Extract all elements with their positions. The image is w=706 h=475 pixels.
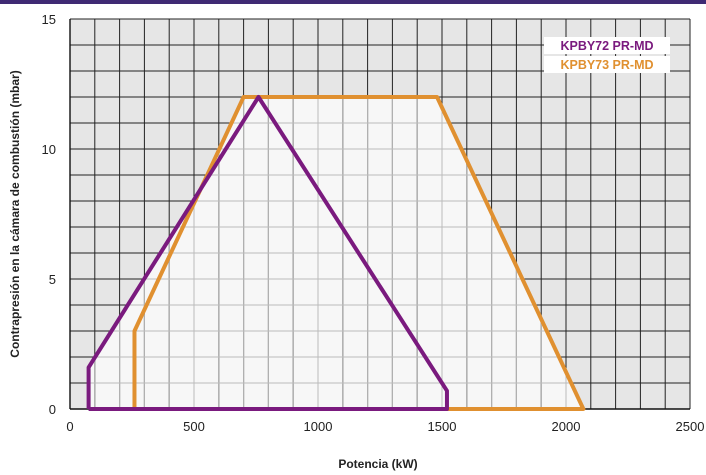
legend: KPBY72 PR-MD KPBY73 PR-MD xyxy=(544,37,670,73)
y-axis-title: Contrapresión en la cámara de combustión… xyxy=(8,70,22,357)
x-tick-label: 2500 xyxy=(676,419,705,434)
x-tick-label: 500 xyxy=(183,419,205,434)
legend-box-2 xyxy=(544,56,670,73)
y-axis-ticks: 0 5 10 15 xyxy=(42,12,56,417)
x-tick-label: 1500 xyxy=(428,419,457,434)
y-tick-label: 5 xyxy=(49,272,56,287)
y-tick-label: 15 xyxy=(42,12,56,27)
x-tick-label: 0 xyxy=(66,419,73,434)
y-tick-label: 0 xyxy=(49,402,56,417)
grid-minor xyxy=(69,19,690,410)
y-tick-label: 10 xyxy=(42,142,56,157)
top-rule xyxy=(0,0,706,4)
x-tick-label: 1000 xyxy=(304,419,333,434)
legend-box-1 xyxy=(544,37,670,54)
series-layer xyxy=(86,95,586,411)
x-tick-label: 2000 xyxy=(552,419,581,434)
plot-background xyxy=(70,19,690,409)
legend-label-1: KPBY72 PR-MD xyxy=(560,39,653,53)
x-axis-ticks: 0 500 1000 1500 2000 2500 xyxy=(66,419,704,434)
x-axis-title: Potencia (kW) xyxy=(338,457,417,471)
series-line-2 xyxy=(132,95,586,411)
legend-label-2: KPBY73 PR-MD xyxy=(560,58,653,72)
series-line-1 xyxy=(86,95,449,411)
